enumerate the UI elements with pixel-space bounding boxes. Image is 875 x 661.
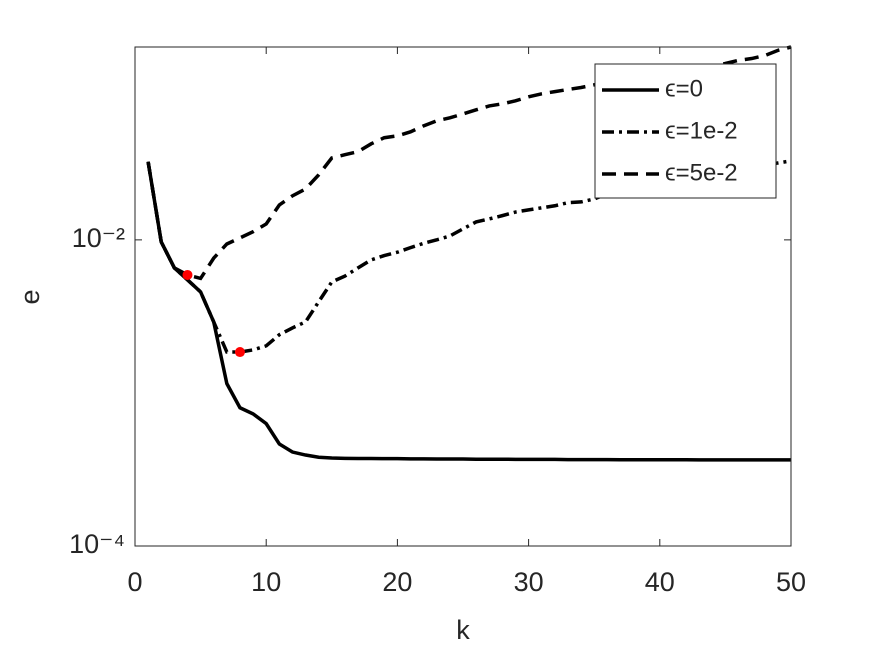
legend-label: ϵ=5e-2 [665, 159, 738, 186]
marker-point [182, 269, 193, 280]
x-tick-label: 40 [645, 567, 675, 597]
x-tick-label: 10 [251, 567, 281, 597]
y-axis-label: e [15, 289, 45, 304]
x-tick-label: 0 [127, 567, 142, 597]
y-tick-label: 10⁻² [72, 223, 125, 253]
legend-label: ϵ=0 [665, 75, 703, 102]
marker-point [234, 347, 245, 358]
legend: ϵ=0 ϵ=1e-2 ϵ=5e-2 [594, 63, 777, 199]
axes-box [134, 46, 792, 547]
x-axis-label: k [456, 615, 470, 645]
x-tick-label: 20 [382, 567, 412, 597]
x-tick-label: 50 [776, 567, 806, 597]
y-tick-label: 10⁻⁴ [69, 529, 125, 559]
series-line [146, 161, 791, 462]
x-tick-label: 30 [514, 567, 544, 597]
legend-label: ϵ=1e-2 [665, 117, 738, 144]
